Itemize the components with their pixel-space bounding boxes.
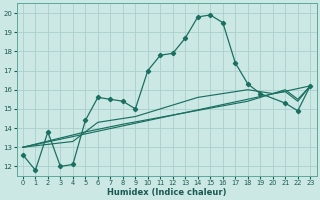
X-axis label: Humidex (Indice chaleur): Humidex (Indice chaleur)	[107, 188, 226, 197]
